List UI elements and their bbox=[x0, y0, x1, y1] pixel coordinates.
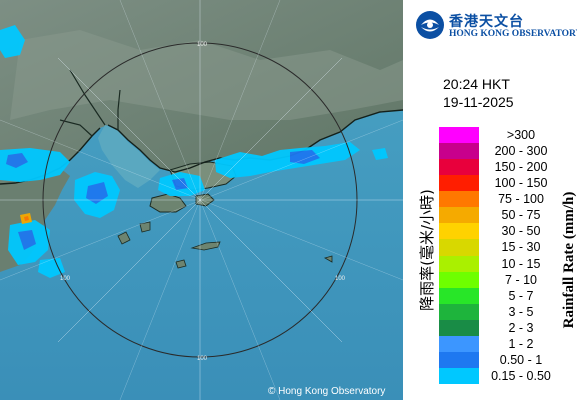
legend-row: 50 - 75 bbox=[439, 207, 569, 224]
legend-label: 2 - 3 bbox=[508, 320, 534, 335]
hills-texture bbox=[10, 30, 403, 120]
legend-panel: 香港天文台 HONG KONG OBSERVATORY 20:24 HKT 19… bbox=[403, 0, 577, 400]
radar-map-canvas: 100 100 100 100 bbox=[0, 0, 404, 401]
legend-swatch bbox=[439, 367, 479, 384]
legend-row: 150 - 200 bbox=[439, 159, 569, 176]
legend-swatch bbox=[439, 271, 479, 288]
rainfall-legend: >300 200 - 300 150 - 200 100 - 150 75 - 100 5… bbox=[439, 127, 569, 384]
island-5 bbox=[323, 255, 333, 263]
legend-label: 75 - 100 bbox=[498, 192, 544, 207]
legend-label: 1 - 2 bbox=[508, 336, 534, 351]
island-1 bbox=[190, 241, 221, 251]
legend-label: 150 - 200 bbox=[494, 160, 548, 175]
island-4 bbox=[139, 221, 151, 233]
legend-swatch bbox=[439, 223, 479, 240]
legend-label: 5 - 7 bbox=[508, 288, 534, 303]
rain-echoes bbox=[0, 25, 388, 278]
legend-row: 30 - 50 bbox=[439, 223, 569, 240]
copyright-text: © Hong Kong Observatory bbox=[268, 386, 386, 397]
legend-swatch bbox=[439, 143, 479, 160]
legend-label: 3 - 5 bbox=[508, 304, 534, 319]
legend-label: 7 - 10 bbox=[505, 272, 537, 287]
timestamp-time: 20:24 HKT bbox=[443, 76, 510, 92]
legend-row: 200 - 300 bbox=[439, 143, 569, 160]
legend-swatch bbox=[439, 351, 479, 368]
legend-swatch bbox=[439, 207, 479, 224]
legend-swatch bbox=[439, 191, 479, 208]
legend-label: 50 - 75 bbox=[501, 208, 541, 223]
legend-row: >300 bbox=[439, 127, 569, 144]
org-name-en: HONG KONG OBSERVATORY bbox=[449, 29, 577, 39]
legend-swatch bbox=[439, 175, 479, 192]
hko-emblem-icon bbox=[416, 11, 444, 39]
legend-swatch bbox=[439, 319, 479, 336]
legend-swatch bbox=[439, 239, 479, 256]
legend-row: 0.50 - 1 bbox=[439, 351, 569, 368]
legend-title-en: Rainfall Rate (mm/h) bbox=[557, 175, 577, 345]
legend-row: 0.15 - 0.50 bbox=[439, 367, 569, 384]
legend-row: 10 - 15 bbox=[439, 255, 569, 272]
legend-label: 15 - 30 bbox=[501, 240, 541, 255]
legend-label: 0.15 - 0.50 bbox=[491, 368, 551, 383]
ring-label-north: 100 bbox=[197, 42, 208, 48]
svg-text:降雨率(毫米/小時): 降雨率(毫米/小時) bbox=[418, 189, 436, 311]
legend-row: 1 - 2 bbox=[439, 335, 569, 352]
svg-text:Rainfall Rate (mm/h): Rainfall Rate (mm/h) bbox=[561, 192, 577, 329]
hko-logo: 香港天文台 HONG KONG OBSERVATORY bbox=[413, 8, 577, 44]
legend-row: 7 - 10 bbox=[439, 271, 569, 288]
ring-label-west: 100 bbox=[60, 276, 71, 282]
legend-label: 0.50 - 1 bbox=[499, 352, 543, 367]
legend-swatch bbox=[439, 127, 479, 144]
island-3 bbox=[117, 231, 131, 245]
legend-row: 15 - 30 bbox=[439, 239, 569, 256]
legend-swatch bbox=[439, 303, 479, 320]
legend-label: 10 - 15 bbox=[501, 256, 541, 271]
legend-row: 3 - 5 bbox=[439, 303, 569, 320]
river-lines bbox=[59, 69, 121, 137]
legend-label: 30 - 50 bbox=[501, 224, 541, 239]
legend-title-cn: 降雨率(毫米/小時) bbox=[417, 160, 439, 340]
legend-swatch bbox=[439, 287, 479, 304]
legend-label: >300 bbox=[506, 128, 536, 142]
ring-label-south: 100 bbox=[197, 356, 208, 362]
legend-label: 200 - 300 bbox=[494, 144, 548, 159]
legend-row: 75 - 100 bbox=[439, 191, 569, 208]
timestamp-date: 19-11-2025 bbox=[443, 94, 514, 110]
range-rings bbox=[0, 0, 404, 401]
island-2 bbox=[175, 259, 187, 269]
org-name-cn: 香港天文台 bbox=[449, 14, 524, 30]
legend-label: 100 - 150 bbox=[494, 176, 548, 191]
legend-row: 2 - 3 bbox=[439, 319, 569, 336]
ring-label-east: 100 bbox=[335, 276, 346, 282]
legend-swatch bbox=[439, 335, 479, 352]
radar-map: 100 100 100 100 © Hong Kong Observatory bbox=[0, 0, 404, 401]
legend-row: 5 - 7 bbox=[439, 287, 569, 304]
legend-swatch bbox=[439, 255, 479, 272]
pearl-river-estuary bbox=[98, 125, 160, 188]
legend-swatch bbox=[439, 159, 479, 176]
legend-row: 100 - 150 bbox=[439, 175, 569, 192]
